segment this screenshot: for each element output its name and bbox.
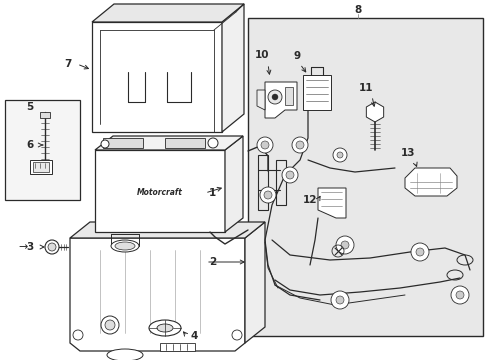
Ellipse shape <box>111 240 139 252</box>
Circle shape <box>335 296 343 304</box>
Ellipse shape <box>107 349 142 360</box>
Polygon shape <box>317 188 346 218</box>
Polygon shape <box>404 168 456 196</box>
Bar <box>40 112 50 118</box>
Circle shape <box>45 240 59 254</box>
Circle shape <box>450 286 468 304</box>
Polygon shape <box>264 82 296 118</box>
Circle shape <box>340 241 348 249</box>
Bar <box>285 87 292 105</box>
Polygon shape <box>257 90 264 110</box>
Polygon shape <box>222 4 244 132</box>
Text: 4: 4 <box>190 331 197 341</box>
Circle shape <box>264 191 271 199</box>
Circle shape <box>295 141 304 149</box>
Text: 1: 1 <box>208 188 215 198</box>
Polygon shape <box>70 222 264 238</box>
Text: 8: 8 <box>354 5 361 15</box>
Text: Motorcraft: Motorcraft <box>137 188 183 197</box>
Circle shape <box>415 248 423 256</box>
Text: 12: 12 <box>302 195 317 205</box>
Circle shape <box>455 291 463 299</box>
Polygon shape <box>95 136 243 150</box>
Circle shape <box>73 330 83 340</box>
Text: 7: 7 <box>64 59 72 69</box>
Circle shape <box>48 243 56 251</box>
Text: 11: 11 <box>358 83 372 93</box>
Polygon shape <box>92 4 244 22</box>
Polygon shape <box>92 22 222 132</box>
Text: 2: 2 <box>209 257 216 267</box>
Polygon shape <box>244 222 264 343</box>
Circle shape <box>285 171 293 179</box>
Polygon shape <box>224 136 243 232</box>
Circle shape <box>101 316 119 334</box>
Circle shape <box>260 187 275 203</box>
Circle shape <box>271 94 278 100</box>
Circle shape <box>336 152 342 158</box>
Circle shape <box>335 236 353 254</box>
Bar <box>164 138 204 148</box>
Text: 3: 3 <box>26 242 34 252</box>
Text: 9: 9 <box>293 51 300 61</box>
Text: 5: 5 <box>26 102 34 112</box>
Bar <box>160 343 195 351</box>
Bar <box>103 138 142 148</box>
Polygon shape <box>366 102 383 122</box>
Text: 13: 13 <box>400 148 414 158</box>
Text: 6: 6 <box>26 140 34 150</box>
Bar <box>33 162 49 172</box>
Circle shape <box>257 137 272 153</box>
Circle shape <box>330 291 348 309</box>
Ellipse shape <box>115 242 135 250</box>
Text: 10: 10 <box>254 50 269 60</box>
Bar <box>247 18 482 336</box>
Circle shape <box>291 137 307 153</box>
Polygon shape <box>303 75 330 110</box>
Text: →: → <box>18 242 28 252</box>
Circle shape <box>410 243 428 261</box>
Circle shape <box>207 138 218 148</box>
Circle shape <box>101 140 109 148</box>
Circle shape <box>267 90 282 104</box>
Circle shape <box>105 320 115 330</box>
Ellipse shape <box>149 320 181 336</box>
Bar <box>30 160 52 174</box>
Circle shape <box>332 148 346 162</box>
Polygon shape <box>95 150 224 232</box>
Polygon shape <box>70 238 244 351</box>
Circle shape <box>261 141 268 149</box>
Bar <box>5 100 80 200</box>
Circle shape <box>282 167 297 183</box>
Circle shape <box>231 330 242 340</box>
Ellipse shape <box>157 324 173 332</box>
